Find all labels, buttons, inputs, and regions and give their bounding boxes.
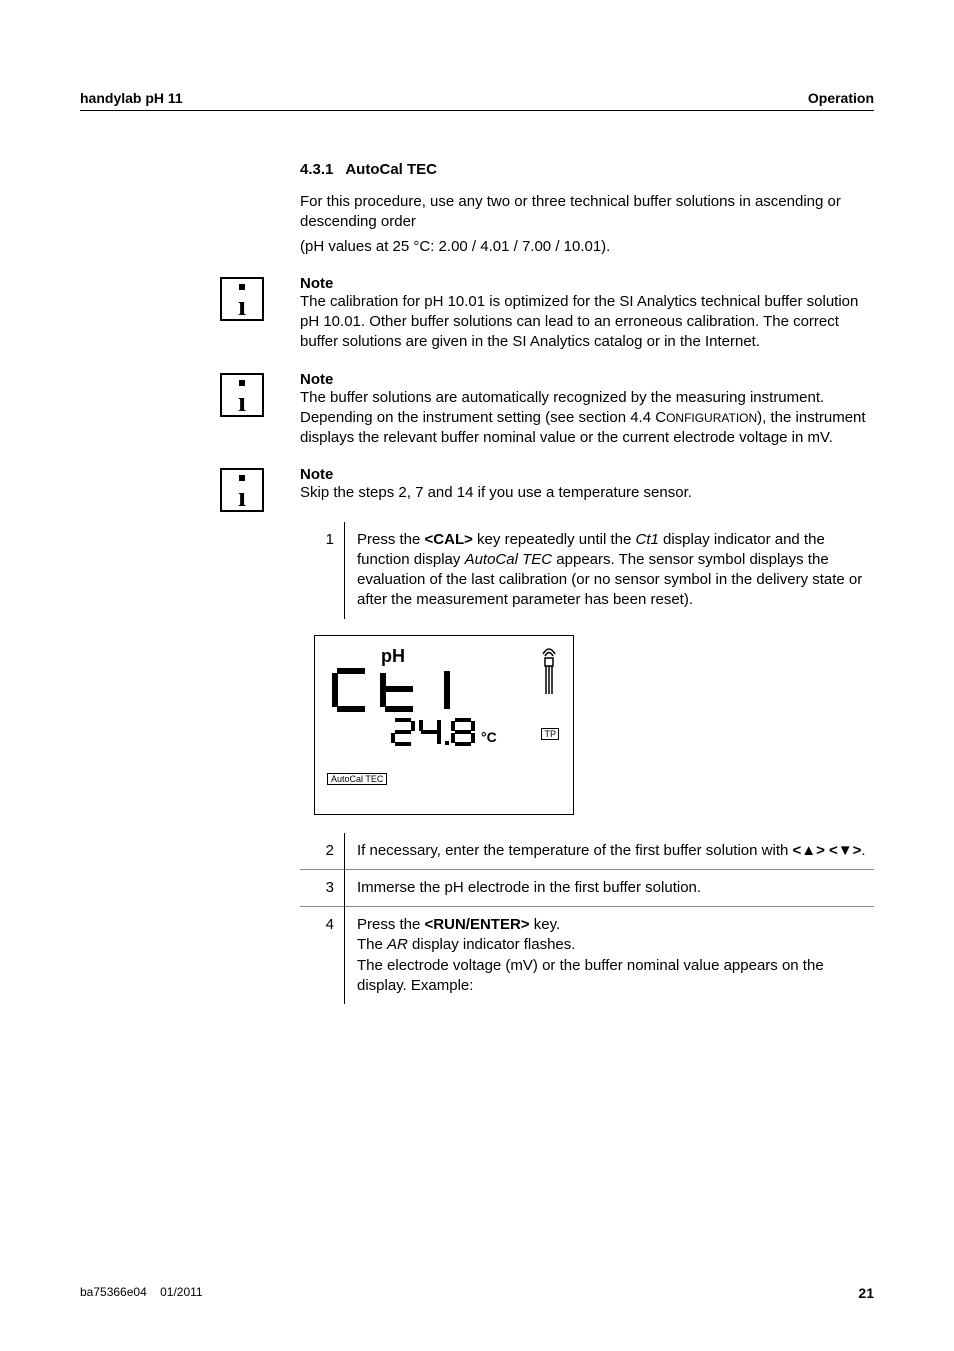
step-text: Immerse the pH electrode in the first bu…	[345, 869, 875, 906]
footer-left: ba75366e04 01/2011	[80, 1285, 203, 1301]
note-text: The calibration for pH 10.01 is optimize…	[300, 292, 874, 353]
note-label: Note	[300, 371, 874, 388]
header-right: Operation	[808, 90, 874, 106]
page-footer: ba75366e04 01/2011 21	[80, 1285, 874, 1301]
step-number: 4	[300, 907, 345, 1005]
lcd-tp-indicator: TP	[541, 728, 559, 740]
step-table-1: 1 Press the <CAL> key repeatedly until t…	[300, 522, 874, 619]
step-text: Press the <CAL> key repeatedly until the…	[345, 522, 875, 619]
section-heading: 4.3.1 AutoCal TEC	[300, 161, 874, 178]
step-number: 3	[300, 869, 345, 906]
note-label: Note	[300, 275, 874, 292]
lcd-sub-row: °C	[391, 716, 561, 755]
intro-para-2: (pH values at 25 °C: 2.00 / 4.01 / 7.00 …	[300, 237, 874, 257]
lcd-sub-value: °C	[391, 716, 511, 750]
info-icon: ı	[220, 277, 264, 321]
step-number: 1	[300, 522, 345, 619]
note-label: Note	[300, 466, 874, 483]
intro-para-1: For this procedure, use any two or three…	[300, 192, 874, 233]
step-table-2: 2 If necessary, enter the temperature of…	[300, 833, 874, 1005]
note-text: Skip the steps 2, 7 and 14 if you use a …	[300, 483, 874, 503]
note-block-2: ı Note The buffer solutions are automati…	[300, 371, 874, 449]
note-block-3: ı Note Skip the steps 2, 7 and 14 if you…	[300, 466, 874, 503]
svg-text:°C: °C	[481, 729, 497, 745]
section-number: 4.3.1	[300, 161, 333, 178]
step-text: Press the <RUN/ENTER> key. The AR displa…	[345, 907, 875, 1005]
sensor-icon	[539, 646, 559, 700]
note-text: The buffer solutions are automatically r…	[300, 388, 874, 449]
note-block-1: ı Note The calibration for pH 10.01 is o…	[300, 275, 874, 353]
step-number: 2	[300, 833, 345, 870]
step-text: If necessary, enter the temperature of t…	[345, 833, 875, 870]
info-icon: ı	[220, 373, 264, 417]
header-left: handylab pH 11	[80, 90, 183, 106]
page-header: handylab pH 11 Operation	[80, 90, 874, 111]
info-icon: ı	[220, 468, 264, 512]
section-title: AutoCal TEC	[345, 161, 437, 178]
lcd-ph-label: pH	[381, 646, 561, 667]
lcd-main-value	[327, 665, 487, 715]
lcd-main-row	[327, 665, 561, 720]
page-number: 21	[858, 1285, 874, 1301]
lcd-autocal-indicator: AutoCal TEC	[327, 773, 387, 785]
lcd-display: pH	[314, 635, 574, 815]
